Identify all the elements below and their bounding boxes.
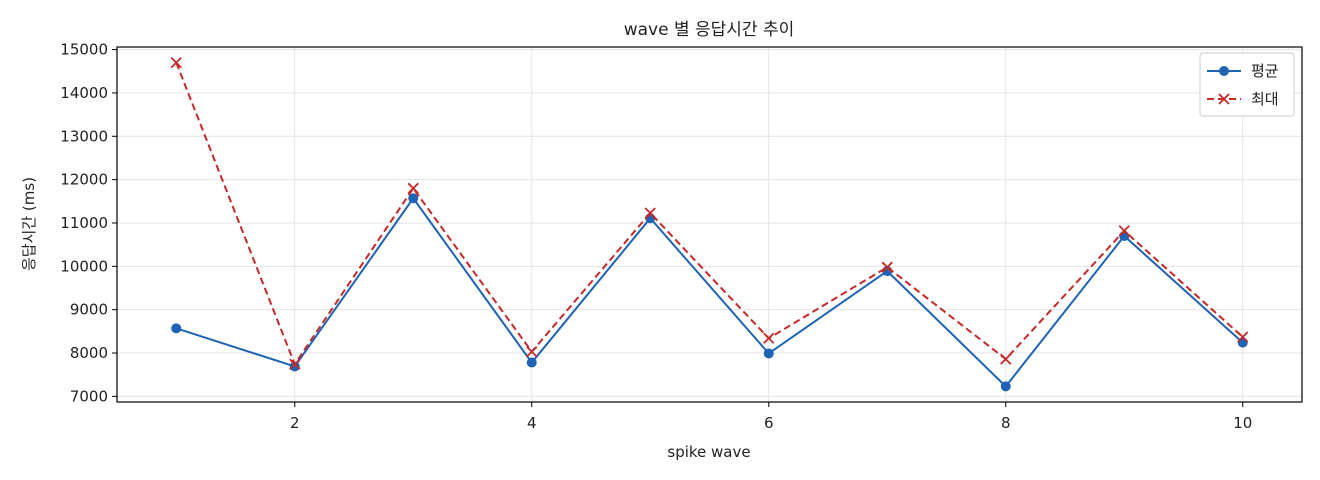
data-point-max: [289, 358, 301, 370]
y-tick-label: 14000: [60, 84, 108, 102]
data-point-max: [881, 261, 893, 273]
chart-title: wave 별 응답시간 추이: [624, 20, 795, 40]
data-point-max: [1118, 225, 1130, 237]
data-point-mean: [1000, 381, 1011, 392]
legend-label-max: 최대: [1251, 90, 1279, 108]
data-point-mean: [763, 348, 774, 359]
legend-label-mean: 평균: [1251, 62, 1279, 80]
data-point-max: [763, 332, 775, 344]
data-point-mean: [1119, 230, 1130, 241]
x-axis-ticks: 2 4 6 8 10: [290, 402, 1252, 432]
data-point-mean: [1237, 337, 1248, 348]
y-tick-label: 12000: [60, 171, 108, 189]
y-tick-label: 11000: [60, 214, 108, 232]
x-tick-label: 2: [290, 414, 300, 432]
data-point-mean: [526, 357, 537, 368]
x-tick-label: 8: [1001, 414, 1011, 432]
grid-lines: [117, 47, 1302, 402]
series-layer: [170, 56, 1249, 392]
data-point-max: [526, 346, 538, 358]
y-tick-label: 10000: [60, 257, 108, 275]
y-tick-label: 7000: [70, 387, 108, 405]
x-tick-label: 6: [764, 414, 774, 432]
series-line-max: [175, 62, 1244, 367]
x-tick-label: 10: [1233, 414, 1252, 432]
x-tick-label: 4: [527, 414, 537, 432]
y-tick-label: 15000: [60, 41, 108, 59]
series-line-mean: [175, 196, 1244, 388]
data-point-mean: [171, 323, 182, 334]
data-point-mean: [408, 193, 419, 204]
data-point-max: [1000, 353, 1012, 365]
legend-box: [1199, 52, 1295, 117]
data-point-max: [644, 207, 656, 219]
y-tick-label: 9000: [70, 301, 108, 319]
x-axis-label: spike wave: [667, 443, 750, 461]
data-point-max: [170, 56, 182, 69]
y-axis-ticks: 7000 8000 9000 10000 11000 12000 13000 14000 150…: [60, 41, 117, 405]
legend-marker-max: [1218, 93, 1230, 105]
plot-frame: [116, 46, 1303, 403]
data-point-max: [407, 182, 419, 194]
data-point-mean: [289, 361, 300, 372]
y-axis-label: 응답시간 (ms): [20, 177, 38, 271]
y-tick-label: 8000: [70, 344, 108, 362]
data-point-max: [1237, 331, 1249, 343]
y-tick-label: 13000: [60, 127, 108, 145]
legend-marker-mean: [1219, 66, 1229, 76]
